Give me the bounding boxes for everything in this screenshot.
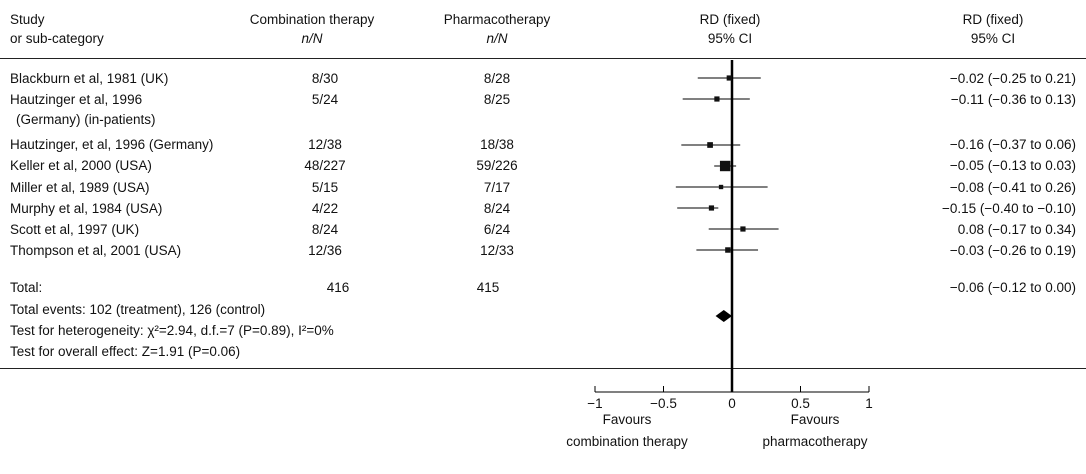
estimate-text: 0.08 (−0.17 to 0.34) (957, 222, 1076, 237)
header-subcategory: or sub-category (10, 31, 104, 46)
point-estimate (726, 75, 732, 81)
combo-nN: 8/30 (311, 71, 339, 86)
header-estimate-ci: 95% CI (970, 31, 1016, 46)
point-estimate (725, 247, 731, 253)
header-combination-nN: n/N (301, 31, 323, 46)
pooled-diamond (715, 310, 732, 322)
total-pharma: 415 (476, 280, 500, 295)
x-tick-label: −1 (587, 396, 602, 411)
point-estimate (719, 160, 731, 172)
study-label: Murphy et al, 1984 (USA) (10, 201, 163, 216)
estimate-text: −0.02 (−0.25 to 0.21) (949, 71, 1076, 86)
overall-effect-test: Test for overall effect: Z=1.91 (P=0.06) (10, 344, 241, 359)
study-label-line2: (Germany) (in-patients) (16, 112, 156, 127)
pharma-nN: 18/38 (480, 137, 514, 152)
x-tick-label: −0.5 (650, 396, 677, 411)
estimate-text: −0.08 (−0.41 to 0.26) (949, 180, 1076, 195)
point-estimate (707, 142, 713, 148)
study-label: Hautzinger et al, 1996 (10, 92, 143, 107)
combo-nN: 8/24 (311, 222, 339, 237)
point-estimate (714, 96, 720, 102)
point-estimate (718, 184, 724, 190)
combo-nN: 12/36 (308, 243, 342, 258)
point-estimate (740, 226, 746, 232)
pharma-nN: 8/25 (483, 92, 511, 107)
pharma-nN: 59/226 (476, 158, 518, 173)
favours-left-2: combination therapy (566, 434, 688, 449)
pharma-nN: 8/28 (483, 71, 511, 86)
study-label: Scott et al, 1997 (UK) (10, 222, 140, 237)
total-label: Total: (10, 280, 43, 295)
pharma-nN: 12/33 (480, 243, 514, 258)
header-pharmacotherapy-nN: n/N (486, 31, 508, 46)
header-study: Study (10, 12, 45, 27)
total-estimate-text: −0.06 (−0.12 to 0.00) (949, 280, 1076, 295)
combo-nN: 4/22 (311, 201, 339, 216)
pharma-nN: 8/24 (483, 201, 511, 216)
favours-right-2: pharmacotherapy (762, 434, 868, 449)
favours-right-1: Favours (790, 412, 840, 427)
x-tick-label: 0 (728, 396, 736, 411)
heterogeneity-test: Test for heterogeneity: χ²=2.94, d.f.=7 … (10, 323, 334, 338)
study-label: Miller et al, 1989 (USA) (10, 180, 150, 195)
combo-nN: 5/15 (311, 180, 339, 195)
header-plot-ci: 95% CI (707, 31, 753, 46)
header-combination: Combination therapy (249, 12, 375, 27)
combo-nN: 12/38 (308, 137, 342, 152)
header-plot-rd: RD (fixed) (699, 12, 761, 27)
combo-nN: 48/227 (304, 158, 346, 173)
point-estimate (708, 205, 715, 211)
pharma-nN: 6/24 (483, 222, 511, 237)
combo-nN: 5/24 (311, 92, 339, 107)
estimate-text: −0.16 (−0.37 to 0.06) (949, 137, 1076, 152)
header-estimate-rd: RD (fixed) (962, 12, 1024, 27)
estimate-text: −0.11 (−0.36 to 0.13) (950, 92, 1076, 107)
x-tick-label: 1 (865, 396, 873, 411)
total-combo: 416 (326, 280, 350, 295)
estimate-text: −0.15 (−0.40 to −0.10) (942, 201, 1076, 216)
header-pharmacotherapy: Pharmacotherapy (443, 12, 551, 27)
study-label: Thompson et al, 2001 (USA) (10, 243, 182, 258)
estimate-text: −0.03 (−0.26 to 0.19) (949, 243, 1076, 258)
study-label: Hautzinger, et al, 1996 (Germany) (10, 137, 214, 152)
x-tick-label: 0.5 (791, 396, 810, 411)
favours-left-1: Favours (602, 412, 652, 427)
estimate-text: −0.05 (−0.13 to 0.03) (949, 158, 1076, 173)
footer-rule (0, 368, 1086, 369)
total-events: Total events: 102 (treatment), 126 (cont… (10, 302, 266, 317)
pharma-nN: 7/17 (483, 180, 511, 195)
study-label: Blackburn et al, 1981 (UK) (10, 71, 169, 86)
study-label: Keller et al, 2000 (USA) (10, 158, 152, 173)
header-rule (0, 58, 1086, 59)
